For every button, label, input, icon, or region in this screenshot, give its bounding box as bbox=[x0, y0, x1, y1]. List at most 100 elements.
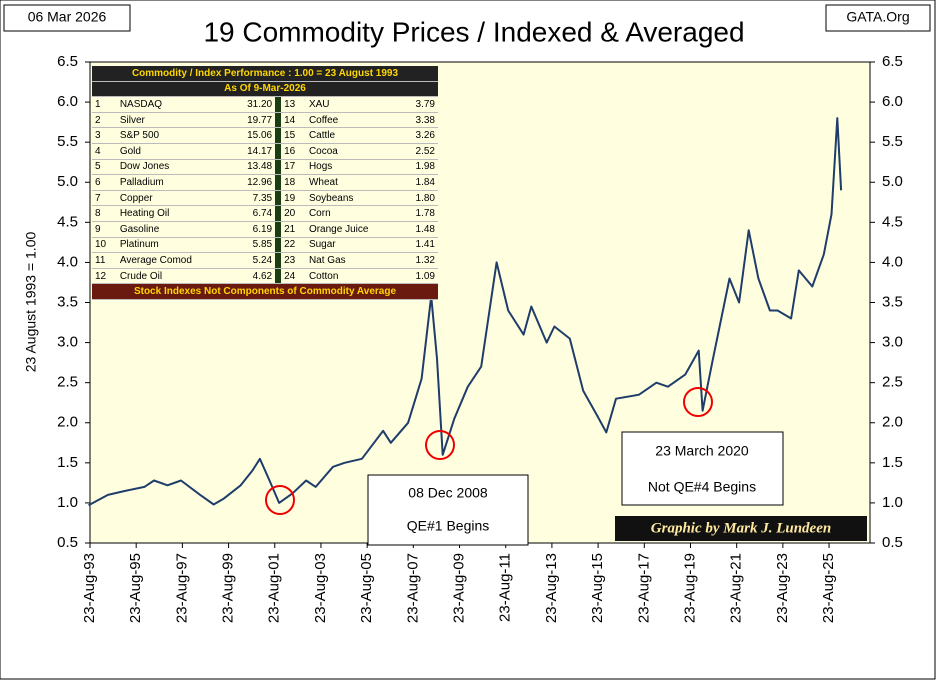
y-tick-label: 1.0 bbox=[57, 494, 78, 511]
x-tick-label: 23-Aug-15 bbox=[589, 553, 606, 623]
table-cell: 14 bbox=[281, 112, 306, 129]
y-tick-label: 3.0 bbox=[882, 334, 903, 351]
table-row: 2 Silver 19.77 14 Coffee 3.38 bbox=[92, 112, 438, 129]
y-tick-label: 1.5 bbox=[882, 454, 903, 471]
y-tick-label: 1.5 bbox=[57, 454, 78, 471]
table-row: 9 Gasoline 6.19 21 Orange Juice 1.48 bbox=[92, 221, 438, 238]
table-cell: 6 bbox=[92, 174, 117, 191]
table-cell bbox=[275, 237, 282, 254]
annotation-text: 23 March 2020 bbox=[655, 443, 749, 459]
y-tick-label: 6.5 bbox=[57, 53, 78, 70]
performance-table: Commodity / Index Performance : 1.00 = 2… bbox=[92, 66, 438, 300]
table-cell: 20 bbox=[281, 205, 306, 222]
table-cell: 2.52 bbox=[400, 143, 438, 160]
table-cell: Commodity / Index Performance : 1.00 = 2… bbox=[92, 66, 438, 82]
table-cell: Cocoa bbox=[305, 143, 401, 160]
y-tick-label: 3.5 bbox=[882, 293, 903, 310]
table-cell bbox=[275, 127, 282, 144]
table-row: 1 NASDAQ 31.20 13 XAU 3.79 bbox=[92, 96, 438, 113]
source-box bbox=[825, 4, 931, 32]
table-cell: Stock Indexes Not Components of Commodit… bbox=[92, 283, 438, 300]
chart-title: 19 Commodity Prices / Indexed & Averaged bbox=[203, 16, 744, 47]
table-cell bbox=[275, 159, 282, 176]
table-row: 7 Copper 7.35 19 Soybeans 1.80 bbox=[92, 190, 438, 207]
price-line bbox=[88, 117, 843, 507]
table-cell: 6.19 bbox=[230, 221, 276, 238]
table-row: 5 Dow Jones 13.48 17 Hogs 1.98 bbox=[92, 159, 438, 176]
table-cell: 1.78 bbox=[400, 205, 438, 222]
x-tick-label: 23-Aug-05 bbox=[358, 553, 375, 623]
table-cell: Cotton bbox=[305, 268, 401, 285]
table-cell: 15 bbox=[281, 127, 306, 144]
date-label: 06 Mar 2026 bbox=[28, 9, 107, 25]
highlight-circle bbox=[683, 387, 713, 417]
table-cell: 8 bbox=[92, 205, 117, 222]
table-row: 3 S&P 500 15.06 15 Cattle 3.26 bbox=[92, 127, 438, 144]
table-cell: Platinum bbox=[116, 237, 231, 254]
table-subtitle-row: As Of 9-Mar-2026 bbox=[92, 81, 438, 98]
table-cell: 16 bbox=[281, 143, 306, 160]
annotation-text: QE#1 Begins bbox=[407, 518, 490, 534]
table-cell: 2 bbox=[92, 112, 117, 129]
y-tick-label: 4.5 bbox=[882, 213, 903, 230]
table-cell: As Of 9-Mar-2026 bbox=[92, 81, 438, 98]
x-tick-label: 23-Aug-21 bbox=[728, 553, 745, 623]
y-tick-label: 6.0 bbox=[57, 93, 78, 110]
table-cell: 7 bbox=[92, 190, 117, 207]
table-cell: 1.41 bbox=[400, 237, 438, 254]
x-tick-label: 23-Aug-25 bbox=[820, 553, 837, 623]
table-cell bbox=[275, 143, 282, 160]
table-cell: 19.77 bbox=[230, 112, 276, 129]
y-tick-label: 2.0 bbox=[57, 414, 78, 431]
table-row: 6 Palladium 12.96 18 Wheat 1.84 bbox=[92, 174, 438, 191]
table-cell bbox=[275, 96, 282, 113]
table-row: 8 Heating Oil 6.74 20 Corn 1.78 bbox=[92, 205, 438, 222]
table-cell: 5.85 bbox=[230, 237, 276, 254]
table-cell: 13.48 bbox=[230, 159, 276, 176]
table-cell: 1.98 bbox=[400, 159, 438, 176]
table-cell: Sugar bbox=[305, 237, 401, 254]
x-tick-label: 23-Aug-17 bbox=[635, 553, 652, 623]
table-cell: Average Comod bbox=[116, 252, 231, 269]
table-cell: 22 bbox=[281, 237, 306, 254]
y-tick-label: 5.0 bbox=[882, 173, 903, 190]
table-cell: 12.96 bbox=[230, 174, 276, 191]
annotation-box bbox=[367, 474, 529, 546]
table-cell bbox=[275, 190, 282, 207]
table-cell: Corn bbox=[305, 205, 401, 222]
table-cell bbox=[275, 174, 282, 191]
table-cell: 3.26 bbox=[400, 127, 438, 144]
table-cell: 5 bbox=[92, 159, 117, 176]
table-cell: 3 bbox=[92, 127, 117, 144]
y-tick-label: 5.0 bbox=[57, 173, 78, 190]
table-cell: 1.48 bbox=[400, 221, 438, 238]
x-tick-label: 23-Aug-95 bbox=[127, 553, 144, 623]
table-cell: 11 bbox=[92, 252, 117, 269]
table-cell: 21 bbox=[281, 221, 306, 238]
y-tick-label: 5.5 bbox=[57, 133, 78, 150]
highlight-circle bbox=[425, 430, 455, 460]
table-cell bbox=[275, 268, 282, 285]
y-tick-label: 2.5 bbox=[57, 374, 78, 391]
table-cell: 19 bbox=[281, 190, 306, 207]
table-cell: 12 bbox=[92, 268, 117, 285]
table-cell: Gold bbox=[116, 143, 231, 160]
y-tick-label: 4.0 bbox=[57, 253, 78, 270]
table-cell: Gasoline bbox=[116, 221, 231, 238]
y-tick-label: 0.5 bbox=[882, 534, 903, 551]
annotation-box bbox=[621, 431, 784, 506]
table-cell: 3.38 bbox=[400, 112, 438, 129]
x-tick-label: 23-Aug-09 bbox=[450, 553, 467, 623]
credit-box bbox=[615, 516, 867, 541]
table-cell: 13 bbox=[281, 96, 306, 113]
table-cell: Hogs bbox=[305, 159, 401, 176]
credit: Graphic by Mark J. Lundeen bbox=[651, 520, 831, 536]
table-cell: Silver bbox=[116, 112, 231, 129]
table-cell: 1.84 bbox=[400, 174, 438, 191]
x-tick-label: 23-Aug-99 bbox=[220, 553, 237, 623]
table-cell: S&P 500 bbox=[116, 127, 231, 144]
table-footer-row: Stock Indexes Not Components of Commodit… bbox=[92, 283, 438, 300]
y-tick-label: 6.0 bbox=[882, 93, 903, 110]
